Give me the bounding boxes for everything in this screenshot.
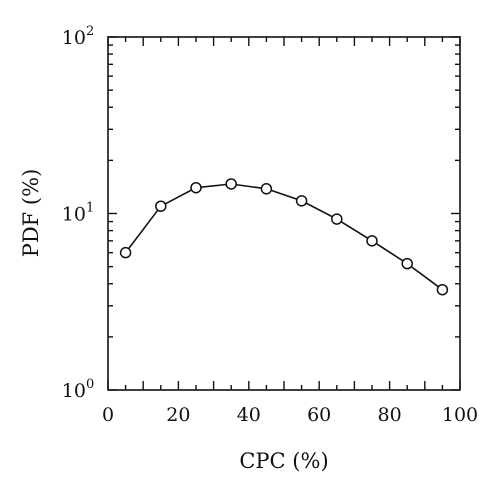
data-point [190,181,202,194]
x-tick-label: 0 [102,404,114,426]
x-tick-label: 20 [166,404,190,426]
axis-ticks [107,36,461,391]
data-point [295,195,308,207]
data-point [331,213,343,225]
tick-labels: 0 20 40 60 80 100 100 101 102 [62,24,478,426]
x-tick-label: 100 [442,404,478,426]
data-point [436,283,449,296]
x-tick-label: 60 [307,404,331,426]
x-tick-label: 40 [237,404,261,426]
y-axis-label: PDF (%) [19,169,43,258]
plot-frame [107,36,461,391]
x-axis-label: CPC (%) [239,449,328,473]
data-point [155,200,167,212]
y-tick-label: 101 [62,201,94,226]
data-point [260,183,273,195]
x-tick-label: 80 [378,404,402,426]
series [119,178,449,296]
series-line [124,183,443,291]
data-point [401,257,413,270]
data-point [366,235,378,247]
y-tick-label: 100 [62,377,94,402]
data-point [225,178,237,190]
y-tick-label: 102 [62,24,94,49]
data-point [119,246,132,259]
